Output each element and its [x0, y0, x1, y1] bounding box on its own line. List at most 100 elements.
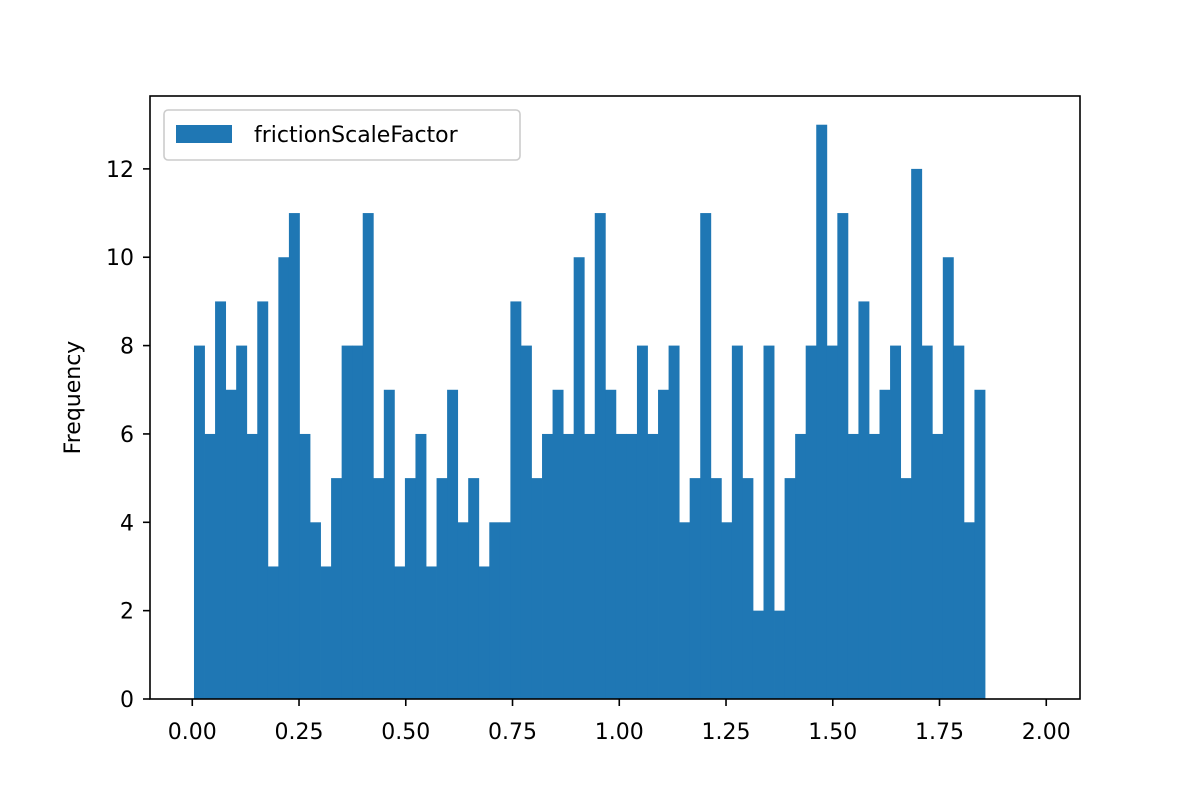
histogram-bar — [204, 433, 216, 699]
histogram-bar — [510, 301, 522, 699]
y-tick-label: 4 — [120, 511, 134, 536]
histogram-bar — [847, 433, 859, 699]
x-tick-label: 1.00 — [595, 720, 644, 745]
histogram-bar — [489, 522, 501, 699]
histogram-bar — [193, 345, 205, 699]
histogram-bar — [784, 478, 796, 699]
y-tick-label: 2 — [120, 600, 134, 625]
histogram-bar — [626, 433, 638, 699]
histogram-bar — [278, 257, 290, 699]
histogram-bar — [499, 522, 511, 699]
y-axis-label: Frequency — [61, 341, 86, 455]
histogram-bar — [615, 433, 627, 699]
histogram-bar — [383, 389, 395, 699]
histogram-bar — [584, 433, 596, 699]
histogram-bar — [257, 301, 269, 699]
legend-box — [163, 109, 521, 161]
histogram-bar — [805, 345, 817, 699]
histogram-bar — [373, 478, 385, 699]
histogram-bars — [193, 124, 986, 699]
histogram-bar — [689, 478, 701, 699]
histogram-bar — [573, 257, 585, 699]
histogram-bar — [225, 389, 237, 699]
histogram-bar — [752, 610, 764, 699]
y-tick-label: 12 — [106, 158, 134, 183]
x-tick-label: 0.00 — [168, 720, 217, 745]
x-tick-label: 1.50 — [808, 720, 857, 745]
histogram-bar — [415, 433, 427, 699]
x-tick-label: 0.50 — [381, 720, 430, 745]
plot-frame — [149, 95, 1081, 700]
histogram-bar — [742, 478, 754, 699]
histogram-bar — [658, 389, 669, 699]
histogram-bar — [246, 433, 258, 699]
histogram-bar — [447, 389, 459, 699]
histogram-bar — [531, 478, 543, 699]
histogram-bar — [267, 566, 279, 699]
histogram-bar — [310, 522, 321, 699]
histogram-bar — [362, 213, 374, 699]
histogram-bar — [394, 566, 406, 699]
histogram-bar — [636, 345, 648, 699]
histogram-bar — [288, 213, 300, 699]
histogram-bar — [774, 610, 786, 699]
histogram-bar — [731, 345, 743, 699]
y-axis-ticks: 0 2 4 6 8 10 12 — [106, 158, 150, 713]
histogram-bar — [341, 345, 353, 699]
histogram-bar — [647, 433, 659, 699]
x-tick-label: 1.25 — [702, 720, 751, 745]
x-tick-label: 0.75 — [488, 720, 537, 745]
x-tick-label: 0.25 — [275, 720, 324, 745]
histogram-bar — [795, 433, 807, 699]
x-tick-label: 2.00 — [1022, 720, 1071, 745]
histogram-bar — [942, 257, 954, 699]
histogram-bar — [668, 345, 680, 699]
histogram-bar — [468, 478, 480, 699]
histogram-bar — [299, 433, 311, 699]
histogram-bar — [890, 345, 902, 699]
histogram-bar — [879, 389, 891, 699]
histogram-bar — [858, 301, 870, 699]
y-tick-label: 10 — [106, 246, 134, 271]
histogram-bar — [594, 213, 606, 699]
histogram-bar — [921, 345, 933, 699]
histogram-bar — [605, 389, 617, 699]
histogram-bar — [236, 345, 248, 699]
histogram-bar — [404, 478, 416, 699]
histogram-bar — [974, 389, 986, 699]
histogram-bar — [963, 522, 975, 699]
histogram-bar — [911, 168, 923, 699]
histogram-bar — [352, 345, 364, 699]
histogram-bar — [520, 345, 532, 699]
histogram-bar — [331, 478, 343, 699]
histogram-bar — [426, 566, 437, 699]
histogram-bar — [457, 522, 469, 699]
histogram-bar — [710, 478, 722, 699]
histogram-bar — [837, 213, 849, 699]
histogram-bar — [436, 478, 448, 699]
legend-label: frictionScaleFactor — [254, 123, 459, 148]
histogram-bar — [552, 389, 564, 699]
histogram-bar — [542, 433, 553, 699]
histogram-bar — [563, 433, 575, 699]
legend-swatch — [176, 125, 232, 143]
histogram-bar — [932, 433, 944, 699]
histogram-bar — [763, 345, 775, 699]
x-axis-ticks: 0.00 0.25 0.50 0.75 1.00 1.25 1.50 1.75 2.00 — [168, 699, 1071, 745]
x-tick-label: 1.75 — [915, 720, 964, 745]
legend: frictionScaleFactor — [163, 109, 521, 161]
histogram-bar — [816, 124, 828, 699]
histogram-bar — [478, 566, 490, 699]
y-tick-label: 6 — [120, 423, 134, 448]
histogram-bar — [215, 301, 227, 699]
histogram-bar — [900, 478, 912, 699]
y-tick-label: 0 — [120, 688, 134, 713]
histogram-bar — [700, 213, 712, 699]
histogram-bar — [679, 522, 691, 699]
histogram-bar — [826, 345, 838, 699]
histogram-bar — [868, 433, 880, 699]
histogram-bar — [320, 566, 332, 699]
histogram-bar — [721, 522, 733, 699]
y-tick-label: 8 — [120, 335, 134, 360]
